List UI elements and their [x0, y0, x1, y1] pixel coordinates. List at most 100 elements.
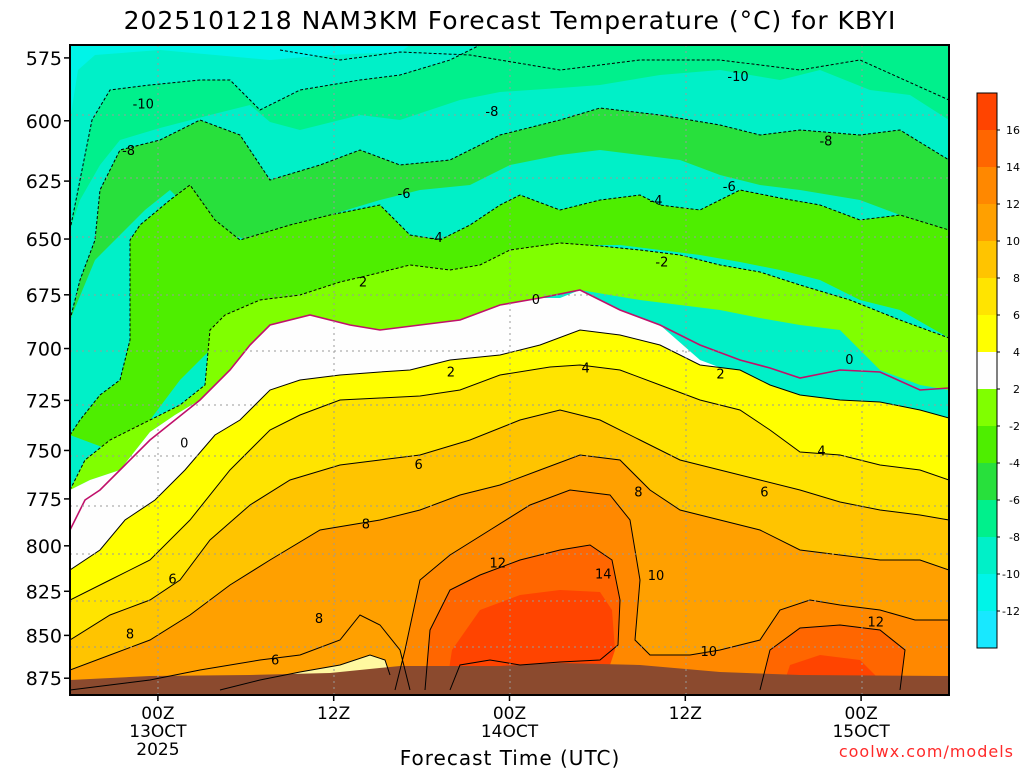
y-tick-label: 600: [26, 111, 62, 133]
contour-label: 8: [126, 628, 134, 643]
contour-label: -10: [727, 70, 748, 85]
contour-label: 0: [180, 437, 188, 452]
y-axis-ticks: 575 600 625 650 675 700 725 750 775 800 825 850 875: [26, 48, 70, 690]
colorbar-segment: [977, 93, 997, 130]
y-tick-label: 850: [26, 625, 62, 647]
colorbar-segment: [977, 537, 997, 574]
contour-label: -6: [398, 187, 411, 202]
colorbar-label: 16: [1006, 124, 1020, 137]
colorbar-segment: [977, 241, 997, 278]
band-2-to-4: [70, 330, 949, 600]
zero-isotherm: [70, 289, 949, 531]
y-tick-label: 725: [26, 390, 62, 412]
colorbar-segment: [977, 352, 997, 389]
contour-label: 0: [845, 353, 853, 368]
y-tick-label: 800: [26, 536, 62, 558]
colorbar-label: 4: [1013, 346, 1020, 359]
y-tick-label: 750: [26, 440, 62, 462]
contour-label: 2: [359, 276, 367, 291]
band-coldest-cyan: [70, 45, 410, 120]
colorbar-label: 14: [1006, 161, 1020, 174]
contour-label: 10: [648, 569, 665, 584]
y-tick-label: 775: [26, 489, 62, 511]
colorbar: 16 14 12 10 8 6 4 2 -2 -4 -6 -8 -10 -12: [976, 92, 1020, 649]
y-tick-label: 675: [26, 285, 62, 307]
x-tick-label: 14OCT: [481, 722, 539, 742]
contour-label: 2: [447, 366, 455, 381]
colorbar-label: -4: [1009, 457, 1020, 470]
band-4-to-6: [70, 365, 949, 640]
contour-label: 8: [362, 517, 370, 532]
colorbar-label: 10: [1006, 235, 1020, 248]
contour-label: 6: [271, 654, 279, 669]
colorbar-label: 6: [1013, 309, 1020, 322]
contour-label: -6: [723, 180, 736, 195]
contour-label: 12: [490, 556, 507, 571]
contour-label: -10: [133, 97, 154, 112]
contour-label: 2: [716, 368, 724, 383]
colorbar-segment: [977, 426, 997, 463]
colorbar-segment: [977, 278, 997, 315]
x-tick-label: 00Z: [844, 704, 877, 724]
y-tick-label: 700: [26, 339, 62, 361]
colorbar-label: 8: [1013, 272, 1020, 285]
contour-label: 4: [582, 361, 590, 376]
band-14-to-16: [445, 590, 880, 695]
contour-label: -8: [485, 105, 498, 120]
colorbar-label: -8: [1009, 531, 1020, 544]
contour-label: 10: [700, 645, 717, 660]
plot-area: -10 -8 -8 -10 -8 -6 -6 -4 -4 -2 2 0 0 0 2 2 4 4 6 6 6 8 8 8 8 6 12…: [70, 45, 949, 695]
colorbar-label: 12: [1006, 198, 1020, 211]
colorbar-segment: [977, 463, 997, 500]
contour-label: 8: [634, 485, 642, 500]
x-axis-label: Forecast Time (UTC): [400, 746, 621, 768]
y-tick-label: 875: [26, 668, 62, 690]
contour-label: 6: [760, 485, 768, 500]
terrain-ground: [70, 663, 949, 695]
colorbar-segment: [977, 204, 997, 241]
contour-label: 14: [595, 567, 612, 582]
colorbar-segment: [977, 574, 997, 611]
contour-label: -4: [650, 194, 663, 209]
y-tick-label: 650: [26, 229, 62, 251]
colorbar-segment: [977, 315, 997, 352]
band-6-to-8: [70, 410, 949, 670]
x-tick-label: 12Z: [317, 704, 350, 724]
contour-label: 0: [532, 293, 540, 308]
colorbar-segment: [977, 611, 997, 648]
chart-title: 2025101218 NAM3KM Forecast Temperature (…: [124, 6, 897, 35]
contour-label: 4: [817, 444, 825, 459]
colorbar-segment: [977, 389, 997, 426]
contour-label: 12: [867, 615, 884, 630]
colorbar-label: -10: [1002, 568, 1020, 581]
band-minus-6: [70, 185, 949, 450]
x-tick-label: 00Z: [493, 704, 526, 724]
x-tick-label: 00Z: [141, 704, 174, 724]
colorbar-label: -6: [1009, 494, 1020, 507]
colorbar-segment: [977, 130, 997, 167]
contour-label: 6: [168, 573, 176, 588]
y-tick-label: 825: [26, 581, 62, 603]
y-tick-label: 625: [26, 171, 62, 193]
colorbar-label: -2: [1009, 420, 1020, 433]
contour-label: -4: [430, 231, 443, 246]
x-tick-label: 2025: [136, 740, 179, 760]
band-minus-2-to-2: [70, 290, 949, 570]
credit-link[interactable]: coolwx.com/models: [839, 742, 1014, 761]
contour-label: -2: [655, 256, 668, 271]
contour-labels: -10 -8 -8 -10 -8 -6 -6 -4 -4 -2 2 0 0 0 2 2 4 4 6 6 6 8 8 8 8 6 12…: [122, 70, 884, 669]
colorbar-segment: [977, 167, 997, 204]
x-tick-label: 13OCT: [129, 722, 187, 742]
colorbar-label: 2: [1013, 383, 1020, 396]
colorbar-frame: [976, 92, 998, 649]
grid-lines: [70, 45, 949, 695]
positive-isotherms: [70, 329, 949, 691]
x-tick-label: 12Z: [669, 704, 702, 724]
contour-label: -8: [819, 134, 832, 149]
contour-label: 6: [415, 458, 423, 473]
colorbar-segment: [977, 500, 997, 537]
band-minus-4: [70, 243, 949, 490]
y-tick-label: 575: [26, 48, 62, 70]
